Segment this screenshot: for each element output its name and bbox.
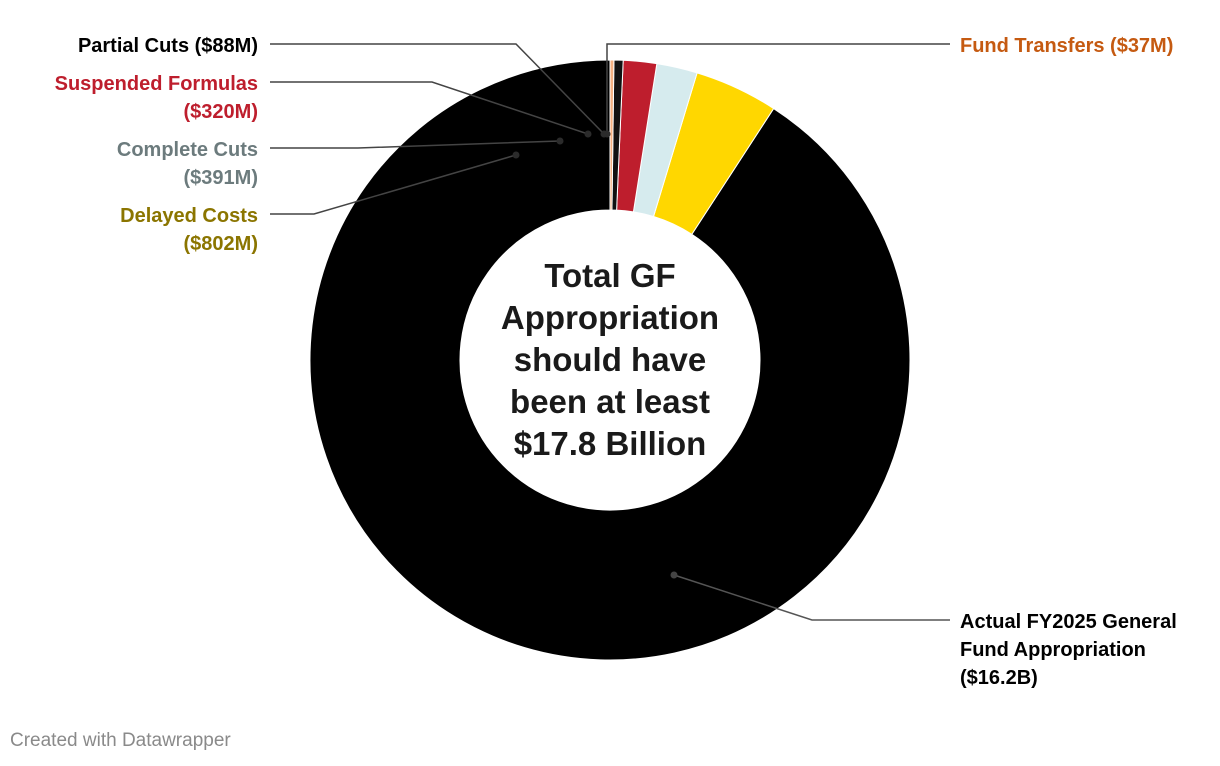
label-complete-cuts: Complete Cuts ($391M) xyxy=(117,139,258,189)
leader-line-actual-fy2025-general-fund-appropriation xyxy=(673,574,950,621)
leader-line-partial-cuts xyxy=(270,43,605,135)
slice-fund-transfers xyxy=(609,59,615,211)
leader-dot-actual-fy2025-general-fund-appropriation xyxy=(670,571,678,579)
leader-lines xyxy=(270,43,950,621)
credit-text: Created with Datawrapper xyxy=(10,730,231,751)
leader-line-fund-transfers xyxy=(606,43,950,134)
label-delayed-costs: Delayed Costs ($802M) xyxy=(120,205,258,255)
leader-dot-complete-cuts xyxy=(556,137,564,145)
slice-labels: Actual FY2025 General Fund Appropriation(… xyxy=(55,35,1177,689)
leader-line-complete-cuts xyxy=(270,140,561,149)
leader-dot-suspended-formulas xyxy=(584,130,592,138)
label-actual-fy2025-general-fund-appropriation: Actual FY2025 General Fund Appropriation(… xyxy=(960,611,1177,689)
slices xyxy=(309,59,911,661)
leader-line-delayed-costs xyxy=(270,154,517,215)
label-suspended-formulas: Suspended Formulas ($320M) xyxy=(55,73,258,123)
leader-line-suspended-formulas xyxy=(270,81,589,135)
center-text: Total GF Appropriation should have been at … xyxy=(501,257,719,462)
slice-actual-fy2025-general-fund-appropriation xyxy=(309,59,911,661)
label-partial-cuts: Partial Cuts ($88M) xyxy=(78,35,258,57)
leader-dot-fund-transfers xyxy=(603,130,611,138)
label-fund-transfers: Fund Transfers ($37M) xyxy=(960,35,1173,57)
leader-dot-delayed-costs xyxy=(512,151,520,159)
